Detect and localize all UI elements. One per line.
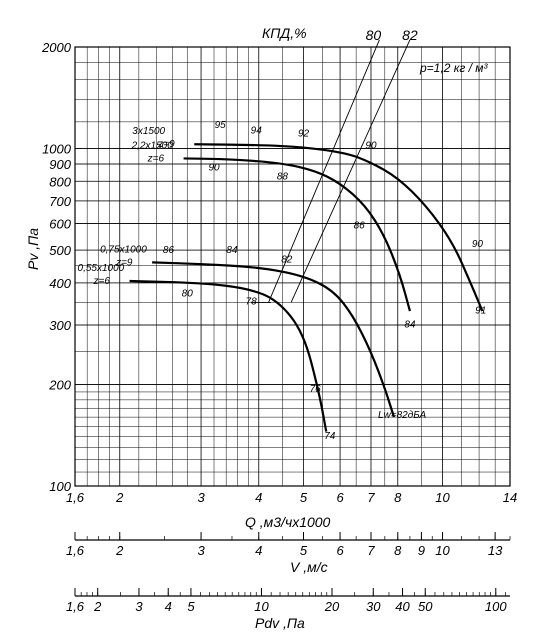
- grid: [74, 46, 511, 487]
- curve-1: [194, 143, 484, 312]
- y-tick-label: 100: [49, 479, 71, 494]
- velocity-axis-title: V ,м/с: [290, 559, 328, 575]
- y-tick-label: 400: [49, 276, 71, 291]
- secondary-axis-tick-label: 40: [395, 599, 410, 614]
- performance-curves: [129, 143, 484, 432]
- series-label: 3x1500: [132, 126, 165, 137]
- series-label-z: z=9: [115, 257, 133, 268]
- secondary-axis-tick-label: 10: [435, 543, 450, 558]
- efficiency-value-label: 74: [324, 431, 336, 442]
- efficiency-tick-label: 80: [366, 27, 382, 43]
- y-tick-label: 500: [49, 243, 71, 258]
- y-tick-label: 900: [49, 157, 71, 172]
- curve-labels: 3x1500 z=9 95 94 92 90 90 91 2,2x1500 z=6 90 88 86 84…: [78, 120, 487, 442]
- efficiency-value-label: 92: [298, 129, 310, 140]
- x-tick-label: 2: [115, 490, 124, 505]
- y-axis-title: Pv ,Па: [25, 228, 41, 270]
- series-label: 0,55x1000: [78, 263, 125, 274]
- secondary-axis-tick-label: 4: [165, 599, 172, 614]
- noise-annotation: Lw=82дБА: [378, 410, 426, 421]
- efficiency-value-label: 95: [215, 120, 227, 131]
- efficiency-value-label: 84: [226, 245, 238, 256]
- secondary-axis-tick-label: 2: [115, 543, 124, 558]
- efficiency-lines: 80 82: [251, 27, 418, 303]
- y-tick-label: 1000: [42, 142, 72, 157]
- y-tick-label: 200: [48, 377, 71, 392]
- y-tick-label: 700: [49, 194, 71, 209]
- x-tick-label: 5: [300, 490, 308, 505]
- secondary-axis-tick-label: 20: [324, 599, 340, 614]
- efficiency-value-label: 91: [475, 305, 486, 316]
- secondary-axis-tick-label: 4: [255, 543, 262, 558]
- series-label-z: z=6: [147, 153, 165, 164]
- x-tick-label: 6: [336, 490, 344, 505]
- secondary-axis-tick-label: 1,6: [66, 599, 85, 614]
- series-label: 2,2x1500: [131, 140, 174, 151]
- secondary-axis-tick-label: 1,6: [66, 543, 85, 558]
- efficiency-value-label: 80: [182, 288, 194, 299]
- secondary-axis-tick-label: 6: [336, 543, 344, 558]
- x-tick-label: 10: [435, 490, 450, 505]
- efficiency-value-label: 82: [281, 254, 293, 265]
- curve-3: [152, 261, 396, 418]
- x-tick-label: 1,6: [66, 490, 85, 505]
- series-label-z: z=9: [157, 139, 175, 150]
- curve-2: [183, 157, 411, 312]
- density-annotation: p=1,2 кг / м³: [419, 61, 489, 75]
- x-tick-label: 4: [255, 490, 262, 505]
- efficiency-title: КПД,%: [262, 25, 307, 41]
- efficiency-value-label: 90: [472, 239, 484, 250]
- efficiency-value-label: 86: [163, 245, 175, 256]
- secondary-axis-tick-label: 3: [135, 599, 143, 614]
- x-tick-label: 8: [394, 490, 402, 505]
- efficiency-value-label: 90: [208, 163, 220, 174]
- efficiency-value-label: 94: [251, 125, 263, 136]
- y-tick-label: 2000: [41, 40, 72, 55]
- efficiency-value-label: 90: [365, 141, 377, 152]
- efficiency-value-label: 76: [310, 384, 322, 395]
- secondary-axis-tick-label: 13: [488, 543, 503, 558]
- x-axis-title: Q ,м3/чх1000: [245, 514, 331, 530]
- secondary-axis-tick-label: 3: [197, 543, 205, 558]
- efficiency-value-label: 86: [354, 220, 366, 231]
- secondary-axis-tick-label: 10: [254, 599, 269, 614]
- efficiency-line: [268, 39, 380, 303]
- y-tick-label: 800: [49, 174, 71, 189]
- secondary-axis-tick-label: 9: [418, 543, 425, 558]
- series-label: 0,75x1000: [100, 244, 147, 255]
- efficiency-value-label: 88: [277, 171, 289, 182]
- series-label-z: z=6: [93, 276, 111, 287]
- x-tick-label: 3: [197, 490, 205, 505]
- efficiency-value-label: 84: [404, 319, 416, 330]
- secondary-axis-tick-label: 8: [394, 543, 402, 558]
- efficiency-tick-label: 82: [402, 27, 418, 43]
- secondary-axis-tick-label: 5: [187, 599, 195, 614]
- x-tick-label: 7: [367, 490, 375, 505]
- efficiency-line: [290, 39, 411, 303]
- efficiency-value-label: 78: [246, 297, 258, 308]
- x-tick-label: 14: [503, 490, 517, 505]
- secondary-axis-tick-label: 5: [300, 543, 308, 558]
- secondary-axis-tick-label: 30: [366, 599, 381, 614]
- y-tick-label: 300: [49, 318, 71, 333]
- secondary-axis-tick-label: 2: [93, 599, 102, 614]
- y-tick-label: 600: [49, 216, 71, 231]
- curve-4: [129, 279, 328, 432]
- secondary-axis-tick-label: 50: [418, 599, 433, 614]
- plot-frame: [74, 46, 511, 487]
- dynamic-pressure-axis-title: Pdv ,Па: [255, 615, 305, 631]
- secondary-axis-tick-label: 100: [485, 599, 507, 614]
- secondary-axis-tick-label: 7: [367, 543, 375, 558]
